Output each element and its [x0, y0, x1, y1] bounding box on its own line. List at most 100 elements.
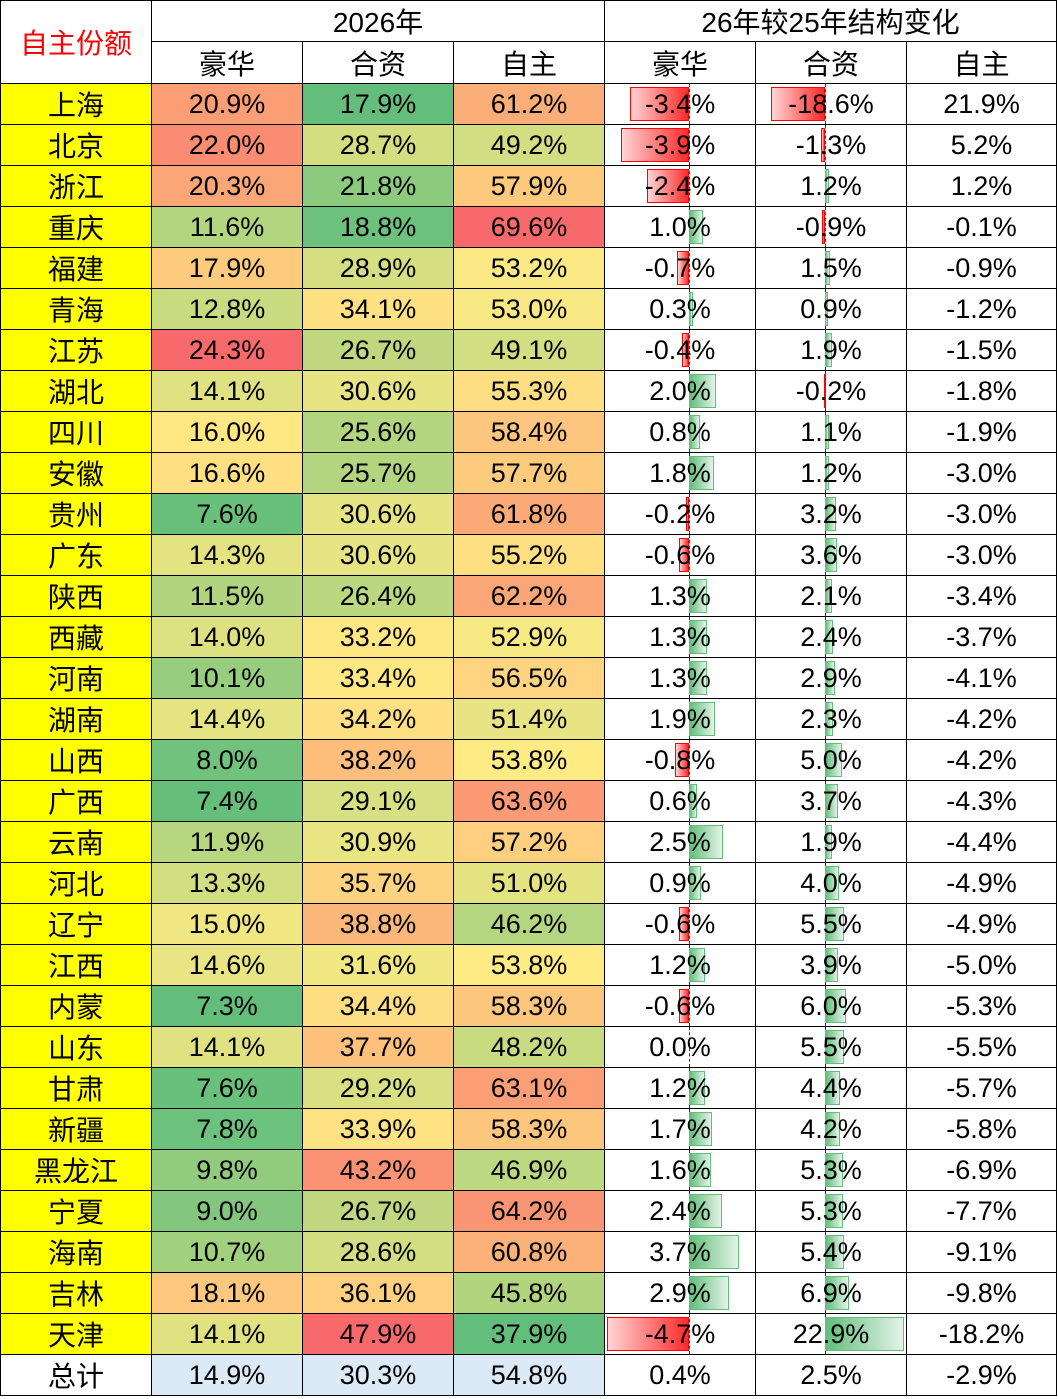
change-value: -3.4%: [946, 580, 1017, 611]
change-value: 0.9%: [800, 293, 862, 324]
change-own-cell: -3.7%: [906, 616, 1058, 658]
change-value: 1.3%: [649, 580, 711, 611]
province-label: 河南: [0, 657, 152, 699]
change-value: 22.9%: [792, 1318, 870, 1349]
change-value: 0.0%: [649, 1031, 711, 1062]
change-value: -1.2%: [946, 293, 1017, 324]
table-row: 青海 12.8% 34.1% 53.0% 0.3% 0.9% -1.2%: [0, 288, 1058, 330]
change-value: 5.3%: [800, 1195, 862, 1226]
province-label: 天津: [0, 1313, 152, 1355]
change-own-cell: -4.9%: [906, 903, 1058, 945]
share-lux-cell: 11.9%: [151, 821, 303, 863]
bar-axis: [689, 125, 691, 165]
change-value: -0.7%: [644, 252, 716, 283]
change-own-cell: -0.9%: [906, 247, 1058, 289]
share-jv-cell: 18.8%: [302, 206, 454, 248]
share-own-cell: 55.2%: [452, 534, 606, 576]
share-jv-cell: 36.1%: [302, 1272, 454, 1314]
bar-axis: [689, 1027, 691, 1067]
share-own-cell: 62.2%: [452, 575, 606, 617]
share-own-cell: 55.3%: [452, 370, 606, 412]
change-value: 6.0%: [800, 990, 862, 1021]
change-jv-cell: 22.9%: [755, 1313, 908, 1355]
change-value: 3.7%: [800, 785, 862, 816]
table-row: 陕西 11.5% 26.4% 62.2% 1.3% 2.1% -3.4%: [0, 575, 1058, 617]
share-own-cell: 45.8%: [452, 1272, 606, 1314]
change-own-cell: -1.9%: [906, 411, 1058, 453]
change-own-cell: -9.1%: [906, 1231, 1058, 1273]
positive-bar: [825, 292, 829, 326]
change-lux-cell: 1.2%: [604, 944, 757, 986]
change-value: 1.9%: [800, 334, 862, 365]
change-value: 21.9%: [943, 88, 1020, 119]
share-lux-cell: 17.9%: [151, 247, 303, 289]
change-own-cell: -6.9%: [906, 1149, 1058, 1191]
share-jv-cell: 21.8%: [302, 165, 454, 207]
bar-axis: [689, 904, 691, 944]
negative-bar: [620, 128, 690, 162]
change-lux-cell: 1.0%: [604, 206, 757, 248]
change-value: -5.3%: [946, 990, 1017, 1021]
province-label: 重庆: [0, 206, 152, 248]
positive-bar: [825, 825, 832, 859]
negative-bar: [682, 333, 690, 367]
change-own-cell: -2.9%: [906, 1354, 1058, 1396]
table-row: 吉林 18.1% 36.1% 45.8% 2.9% 6.9% -9.8%: [0, 1272, 1058, 1314]
share-lux-cell: 14.3%: [151, 534, 303, 576]
province-label: 广西: [0, 780, 152, 822]
positive-bar: [825, 333, 832, 367]
change-value: 2.3%: [800, 703, 862, 734]
bar-axis: [689, 84, 691, 124]
share-lux-cell: 10.1%: [151, 657, 303, 699]
bar-axis: [689, 248, 691, 288]
group-header-2026: 2026年: [150, 0, 606, 42]
share-lux-cell: 22.0%: [151, 124, 303, 166]
change-value: 2.1%: [800, 580, 862, 611]
change-value: 2.5%: [649, 826, 711, 857]
province-label: 西藏: [0, 616, 152, 658]
change-value: -4.1%: [946, 662, 1017, 693]
province-label: 四川: [0, 411, 152, 453]
bar-axis: [825, 207, 827, 247]
change-own-cell: -9.8%: [906, 1272, 1058, 1314]
table-row: 甘肃 7.6% 29.2% 63.1% 1.2% 4.4% -5.7%: [0, 1067, 1058, 1109]
change-value: 4.4%: [800, 1072, 862, 1103]
positive-bar: [825, 579, 833, 613]
change-jv-cell: 3.9%: [755, 944, 908, 986]
table-row: 浙江 20.3% 21.8% 57.9% -2.4% 1.2% 1.2%: [0, 165, 1058, 207]
negative-bar: [678, 538, 690, 572]
change-value: -4.2%: [946, 703, 1017, 734]
change-value: 2.9%: [800, 662, 862, 693]
change-value: -18.6%: [788, 88, 874, 119]
positive-bar: [825, 907, 844, 941]
positive-bar: [689, 620, 707, 654]
share-jv-cell: 33.4%: [302, 657, 454, 699]
change-value: -4.3%: [946, 785, 1017, 816]
change-own-cell: -4.2%: [906, 739, 1058, 781]
share-own-cell: 53.0%: [452, 288, 606, 330]
change-value: -1.8%: [946, 375, 1017, 406]
change-value: -4.4%: [946, 826, 1017, 857]
change-value: -1.3%: [795, 129, 867, 160]
change-value: -0.1%: [946, 211, 1017, 242]
change-value: 5.3%: [800, 1154, 862, 1185]
share-jv-cell: 30.6%: [302, 534, 454, 576]
share-lux-cell: 11.6%: [151, 206, 303, 248]
share-jv-cell: 30.9%: [302, 821, 454, 863]
change-value: -3.0%: [946, 539, 1017, 570]
change-jv-cell: 1.9%: [755, 329, 908, 371]
share-lux-cell: 8.0%: [151, 739, 303, 781]
change-own-cell: -3.0%: [906, 452, 1058, 494]
change-value: 1.1%: [800, 416, 862, 447]
change-value: -4.2%: [946, 744, 1017, 775]
change-own-cell: -18.2%: [906, 1313, 1058, 1355]
sub-header-d-own: 自主: [906, 41, 1058, 84]
change-value: -0.4%: [644, 334, 716, 365]
change-jv-cell: 6.9%: [755, 1272, 908, 1314]
total-row: 总计 14.9% 30.3% 54.8% 0.4% 2.5% -2.9%: [0, 1354, 1058, 1396]
table-row: 宁夏 9.0% 26.7% 64.2% 2.4% 5.3% -7.7%: [0, 1190, 1058, 1232]
positive-bar: [689, 948, 706, 982]
change-lux-cell: 0.9%: [604, 862, 757, 904]
negative-bar: [607, 1317, 690, 1351]
share-jv-cell: 38.8%: [302, 903, 454, 945]
